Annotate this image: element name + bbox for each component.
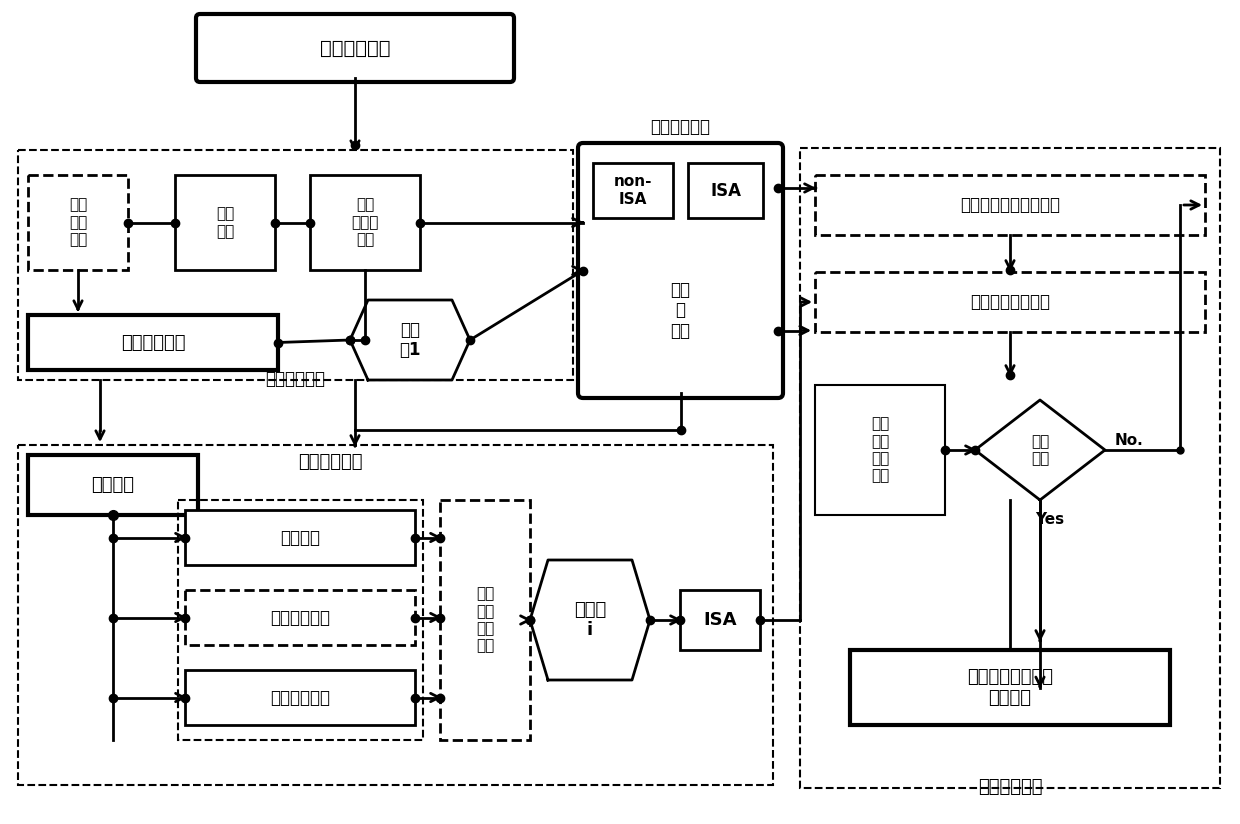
Bar [185,510,415,565]
Text: 未分
类
像元: 未分 类 像元 [671,281,691,340]
Text: 空间分析: 空间分析 [92,476,134,494]
Bar [179,500,423,740]
Polygon shape [975,400,1105,500]
Text: 中间
输入
整合
策略: 中间 输入 整合 策略 [476,587,494,653]
Text: 最终不透水面范围
分类结果: 最终不透水面范围 分类结果 [967,668,1053,707]
Text: No.: No. [1115,433,1143,447]
Text: 类间
相似度
统计: 类间 相似度 统计 [351,198,378,247]
Bar [440,500,529,740]
Text: 影像
聚类: 影像 聚类 [216,206,234,239]
Bar [29,315,278,370]
Bar [800,148,1220,788]
Bar [849,650,1171,725]
Bar [815,272,1205,332]
Bar [688,163,763,218]
Text: 空间特征构建: 空间特征构建 [298,453,362,471]
Bar [19,150,573,380]
Text: 局部分类结果修正: 局部分类结果修正 [970,293,1050,311]
Bar [29,455,198,515]
Polygon shape [529,560,650,680]
FancyBboxPatch shape [578,143,782,398]
Text: 是否
符合: 是否 符合 [1030,433,1049,466]
Polygon shape [350,300,470,380]
Text: non-
ISA: non- ISA [614,175,652,207]
Text: ISA: ISA [711,181,742,199]
Text: 局部对象作用范围确定: 局部对象作用范围确定 [960,196,1060,214]
FancyBboxPatch shape [196,14,515,82]
Text: 局部信息提取: 局部信息提取 [978,778,1043,796]
Bar [593,163,673,218]
Bar [185,590,415,645]
Bar [680,590,760,650]
Text: 全局信息提取: 全局信息提取 [265,370,325,388]
Text: 空间关系特征: 空间关系特征 [270,608,330,626]
Text: 影像
特征
统计: 影像 特征 统计 [69,198,87,247]
Text: 中间分类结果: 中间分类结果 [651,118,711,136]
Text: 道路目标特征: 道路目标特征 [270,689,330,706]
Text: 纹理特征: 纹理特征 [280,528,320,546]
Text: 样本自动选择: 样本自动选择 [120,334,185,352]
Bar [815,385,945,515]
Bar [175,175,275,270]
Text: 迭代
计算
判别
准则: 迭代 计算 判别 准则 [870,416,889,484]
Bar [29,175,128,270]
Bar [19,445,773,785]
Text: Yes: Yes [1035,512,1065,527]
Bar [310,175,420,270]
Bar [815,175,1205,235]
Text: 分类器
i: 分类器 i [574,601,606,639]
Text: 分类
器1: 分类 器1 [399,321,420,359]
Text: 资源卫星数据: 资源卫星数据 [320,39,391,58]
Text: ISA: ISA [703,611,737,629]
Bar [185,670,415,725]
